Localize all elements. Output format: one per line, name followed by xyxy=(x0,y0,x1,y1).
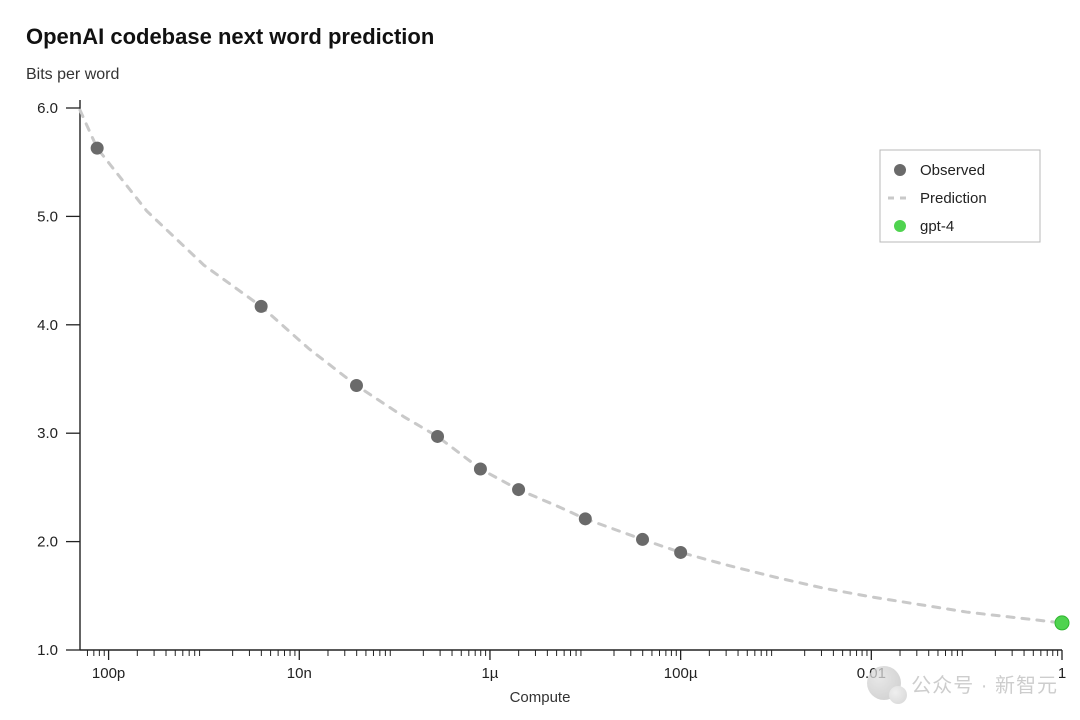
x-tick-label: 100µ xyxy=(664,665,698,682)
x-tick-label: 0.01 xyxy=(857,665,886,682)
y-tick-label: 3.0 xyxy=(37,425,58,442)
observed-point xyxy=(431,430,444,443)
observed-point xyxy=(255,300,268,313)
legend-label: Prediction xyxy=(920,190,987,207)
y-tick-label: 4.0 xyxy=(37,317,58,334)
plot-area: 1.0 2.0 3.0 4.0 5.0 6.0 100p 10n 1µ 100µ 0.01 1 Obse… xyxy=(0,0,1080,720)
x-tick-label: 1 xyxy=(1058,665,1066,682)
x-tick-label: 1µ xyxy=(481,665,498,682)
y-tick-label: 2.0 xyxy=(37,534,58,551)
legend-marker xyxy=(894,220,906,232)
y-tick-label: 1.0 xyxy=(37,642,58,659)
legend-marker xyxy=(894,164,906,176)
observed-point xyxy=(636,533,649,546)
y-tick-label: 5.0 xyxy=(37,208,58,225)
x-tick-label: 10n xyxy=(287,665,312,682)
gpt4-point xyxy=(1055,616,1069,630)
observed-point xyxy=(674,546,687,559)
legend-label: gpt-4 xyxy=(920,218,954,235)
legend: Observed Prediction gpt-4 xyxy=(880,150,1040,242)
observed-point xyxy=(579,512,592,525)
observed-point xyxy=(474,462,487,475)
y-tick-label: 6.0 xyxy=(37,100,58,117)
legend-label: Observed xyxy=(920,162,985,179)
observed-point xyxy=(512,483,525,496)
observed-point xyxy=(350,379,363,392)
x-tick-label: 100p xyxy=(92,665,125,682)
chart-container: OpenAI codebase next word prediction Bit… xyxy=(0,0,1080,720)
observed-point xyxy=(91,142,104,155)
